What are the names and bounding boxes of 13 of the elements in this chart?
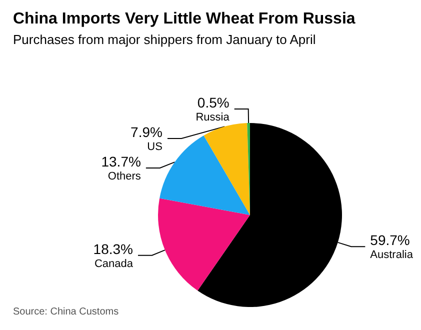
source-note: Source: China Customs: [13, 306, 119, 318]
slice-label: Others: [108, 170, 142, 183]
slice-label: Canada: [94, 258, 134, 270]
slice-label: Russia: [196, 112, 230, 124]
slice-label: US: [147, 141, 162, 154]
data-label: 59.7%: [370, 232, 410, 248]
slice-label: Australia: [370, 249, 414, 262]
data-label: 18.3%: [93, 240, 133, 257]
chart-subtitle: Purchases from major shippers from January to April: [13, 32, 316, 47]
data-label: 0.5%: [197, 94, 230, 111]
data-label: 7.9%: [130, 124, 162, 140]
chart-title: China Imports Very Little Wheat From Russia: [13, 10, 356, 28]
data-label: 13.7%: [101, 154, 141, 170]
